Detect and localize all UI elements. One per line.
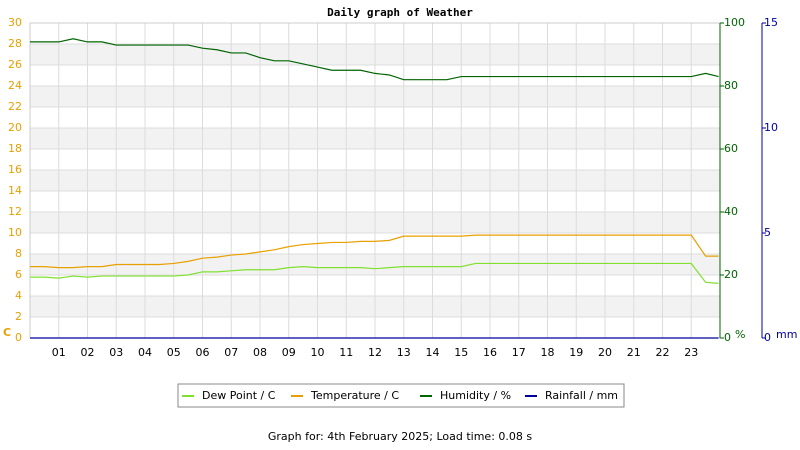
x-tick-label: 11 — [339, 346, 353, 359]
y-tick-label: 28 — [8, 37, 22, 50]
x-tick-label: 20 — [598, 346, 612, 359]
x-tick-label: 17 — [512, 346, 526, 359]
y-tick-label: 20 — [8, 121, 22, 134]
y3-tick-label: 5 — [764, 226, 771, 239]
y2-tick-label: 20 — [724, 268, 738, 281]
x-tick-label: 21 — [627, 346, 641, 359]
y-tick-label: 6 — [15, 268, 22, 281]
x-tick-label: 14 — [426, 346, 440, 359]
x-tick-label: 01 — [52, 346, 66, 359]
y-tick-label: 14 — [8, 184, 22, 197]
y-tick-label: 18 — [8, 142, 22, 155]
x-tick-label: 02 — [81, 346, 95, 359]
x-tick-label: 15 — [454, 346, 468, 359]
y2-tick-label: 80 — [724, 79, 738, 92]
y3-tick-label: 0 — [764, 331, 771, 344]
x-tick-label: 22 — [656, 346, 670, 359]
x-tick-label: 07 — [224, 346, 238, 359]
y-tick-label: 26 — [8, 58, 22, 71]
x-tick-label: 09 — [282, 346, 296, 359]
y-axis-label: C — [3, 326, 11, 339]
y2-tick-label: 60 — [724, 142, 738, 155]
chart-title: Daily graph of Weather — [327, 6, 473, 19]
y-tick-label: 30 — [8, 16, 22, 29]
series-line — [30, 38, 719, 81]
y2-tick-label: 100 — [724, 16, 745, 29]
y-tick-label: 2 — [15, 310, 22, 323]
x-tick-label: 10 — [311, 346, 325, 359]
x-tick-label: 18 — [541, 346, 555, 359]
x-tick-label: 13 — [397, 346, 411, 359]
series-line — [30, 262, 719, 284]
x-tick-label: 23 — [684, 346, 698, 359]
y-tick-label: 0 — [15, 331, 22, 344]
y2-tick-label: 0 — [724, 331, 731, 344]
legend-label: Temperature / C — [310, 389, 399, 402]
x-tick-label: 03 — [109, 346, 123, 359]
y2-axis-label: % — [735, 328, 745, 341]
y3-tick-label: 15 — [764, 16, 778, 29]
series-line — [30, 234, 719, 269]
y-tick-label: 12 — [8, 205, 22, 218]
y3-tick-label: 10 — [764, 121, 778, 134]
legend-label: Dew Point / C — [202, 389, 276, 402]
x-tick-label: 16 — [483, 346, 497, 359]
x-tick-label: 04 — [138, 346, 152, 359]
y-tick-label: 8 — [15, 247, 22, 260]
x-tick-label: 05 — [167, 346, 181, 359]
footer: Graph for: 4th February 2025; Load time:… — [268, 430, 533, 443]
y-tick-label: 24 — [8, 79, 22, 92]
y3-axis-label: mm — [776, 328, 797, 341]
x-tick-label: 12 — [368, 346, 382, 359]
legend-label: Rainfall / mm — [545, 389, 618, 402]
y-tick-label: 22 — [8, 100, 22, 113]
y2-tick-label: 40 — [724, 205, 738, 218]
y-tick-label: 4 — [15, 289, 22, 302]
x-tick-label: 08 — [253, 346, 267, 359]
x-tick-label: 06 — [196, 346, 210, 359]
x-tick-label: 19 — [569, 346, 583, 359]
y-tick-label: 16 — [8, 163, 22, 176]
legend-label: Humidity / % — [440, 389, 511, 402]
y-tick-label: 10 — [8, 226, 22, 239]
legend-box — [177, 383, 625, 408]
